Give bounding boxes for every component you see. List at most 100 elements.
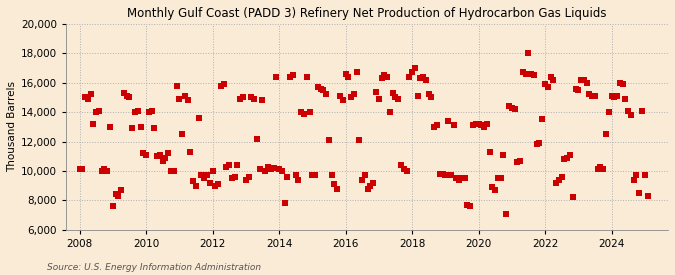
Point [390, 95, 401, 100]
Point [97, 169, 107, 173]
Point [531, 142, 542, 147]
Point [265, 167, 276, 172]
Point [371, 89, 381, 94]
Point [529, 73, 539, 78]
Point [587, 94, 597, 98]
Point [451, 176, 462, 180]
Point [628, 178, 639, 182]
Point [520, 72, 531, 76]
Point [277, 169, 288, 173]
Point [548, 78, 559, 82]
Point [454, 178, 464, 182]
Point [230, 175, 240, 179]
Point [637, 108, 647, 113]
Point [431, 123, 442, 128]
Point [157, 158, 168, 163]
Point [498, 153, 509, 157]
Point [190, 183, 201, 188]
Point [551, 180, 562, 185]
Point [515, 158, 526, 163]
Point [448, 123, 459, 128]
Point [398, 167, 409, 172]
Point [288, 73, 298, 78]
Point [617, 82, 628, 86]
Point [257, 98, 268, 103]
Point [243, 175, 254, 179]
Point [202, 173, 213, 178]
Point [479, 125, 489, 129]
Point [260, 169, 271, 173]
Point [174, 97, 185, 101]
Point [132, 108, 143, 113]
Point [301, 75, 312, 79]
Point [246, 95, 256, 100]
Point [252, 136, 263, 141]
Point [138, 151, 148, 155]
Point [80, 95, 90, 100]
Point [271, 75, 281, 79]
Text: Source: U.S. Energy Information Administration: Source: U.S. Energy Information Administ… [47, 263, 261, 272]
Point [406, 70, 417, 75]
Point [210, 183, 221, 188]
Point [293, 178, 304, 182]
Point [620, 97, 630, 101]
Point [379, 73, 389, 78]
Point [221, 164, 232, 169]
Point [401, 169, 412, 173]
Point [446, 173, 456, 178]
Point [504, 104, 514, 108]
Point [612, 94, 622, 98]
Point [149, 126, 160, 131]
Point [526, 72, 537, 76]
Point [592, 167, 603, 172]
Point [429, 125, 439, 129]
Point [476, 123, 487, 128]
Point [623, 108, 634, 113]
Point [273, 167, 284, 172]
Point [493, 176, 504, 180]
Point [315, 86, 326, 91]
Point [581, 81, 592, 85]
Point [404, 75, 414, 79]
Point [564, 153, 575, 157]
Point [426, 95, 437, 100]
Point [509, 107, 520, 111]
Point [94, 108, 105, 113]
Point [589, 94, 600, 98]
Point [321, 92, 331, 97]
Point [473, 122, 484, 126]
Point [185, 150, 196, 154]
Y-axis label: Thousand Barrels: Thousand Barrels [7, 81, 17, 172]
Point [199, 176, 210, 180]
Point [290, 173, 301, 178]
Point [346, 95, 356, 100]
Point [443, 119, 454, 123]
Point [415, 76, 426, 81]
Point [282, 175, 293, 179]
Point [601, 132, 612, 136]
Point [74, 167, 85, 172]
Point [307, 173, 318, 178]
Point [573, 88, 584, 92]
Point [556, 175, 567, 179]
Point [365, 183, 376, 188]
Point [110, 192, 121, 197]
Point [224, 163, 235, 167]
Point [381, 75, 392, 79]
Point [570, 86, 581, 91]
Point [323, 138, 334, 142]
Point [85, 92, 96, 97]
Point [351, 70, 362, 75]
Point [639, 173, 650, 178]
Point [487, 185, 497, 189]
Point [437, 172, 448, 176]
Point [140, 153, 151, 157]
Point [393, 97, 404, 101]
Point [119, 91, 130, 95]
Point [90, 110, 101, 114]
Point [326, 173, 337, 178]
Point [539, 82, 550, 86]
Point [160, 156, 171, 160]
Point [102, 169, 113, 173]
Point [606, 94, 617, 98]
